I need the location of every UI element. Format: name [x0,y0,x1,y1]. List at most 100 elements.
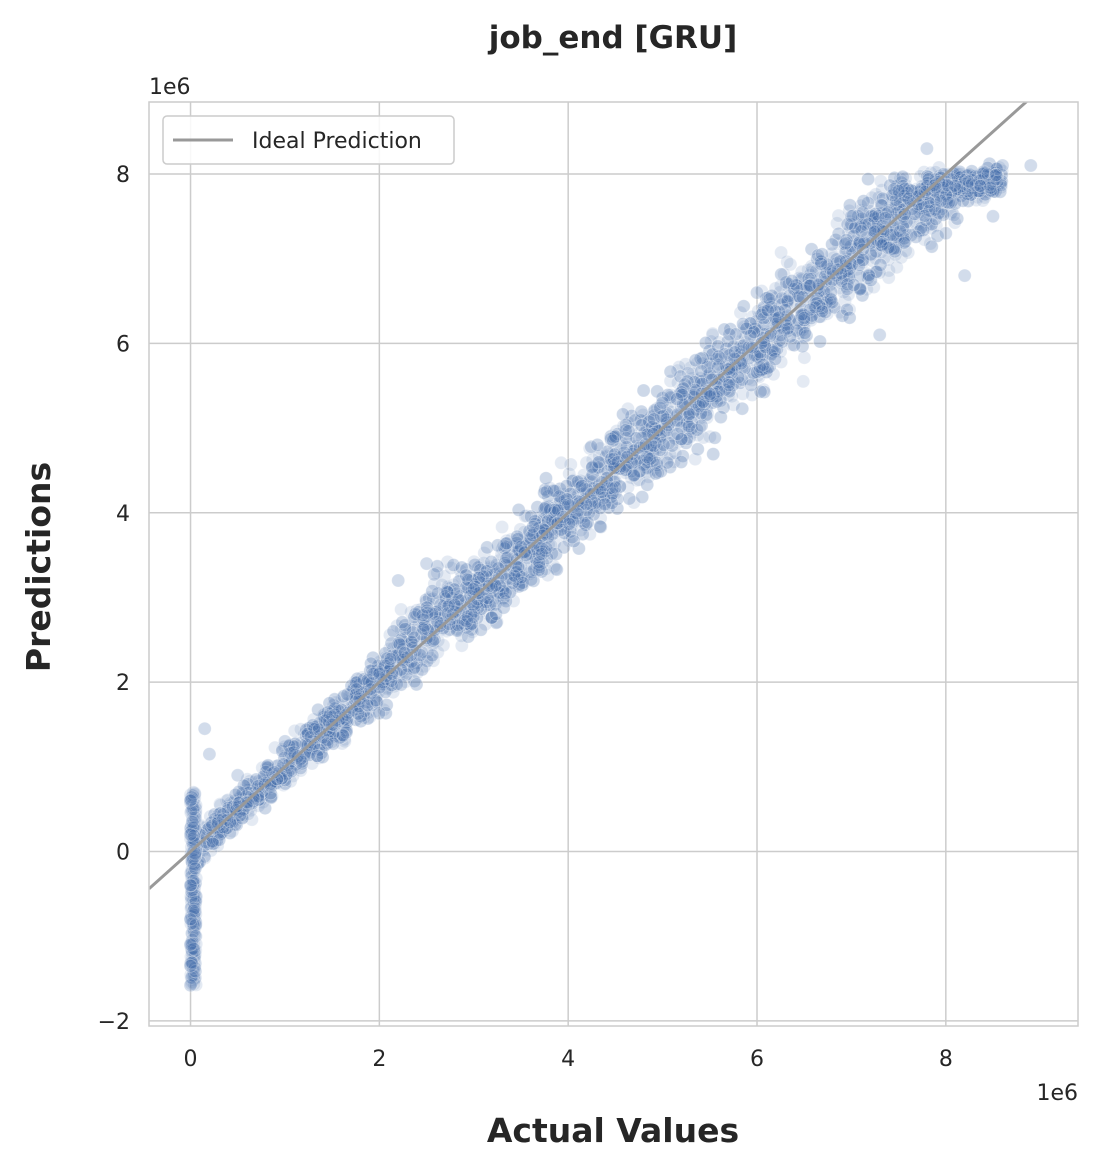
scatter-point [764,342,779,357]
scatter-point [895,182,909,197]
scatter-point [440,585,455,599]
scatter-point [419,600,434,615]
scatter-point [214,813,229,828]
scatter-point [741,371,756,386]
scatter-point [619,427,634,442]
scatter-point [971,184,985,198]
scatter-point [421,592,436,606]
scatter-point [326,705,341,720]
scatter-point [970,190,985,205]
scatter-point [874,245,889,259]
scatter-point [804,259,819,274]
scatter-point [843,220,858,235]
scatter-point [666,428,680,443]
legend: Ideal Prediction [162,115,455,165]
scatter-point [752,309,766,324]
scatter-point [582,474,597,489]
scatter-point [725,389,739,404]
scatter-point [599,488,613,502]
scatter-point [579,518,594,532]
scatter-point [190,854,205,869]
scatter-point [444,561,459,575]
scatter-point [986,183,1001,198]
scatter-point [288,736,303,750]
scatter-point [745,388,760,402]
scatter-point [269,776,284,791]
scatter-point [346,681,361,696]
scatter-point [836,285,851,300]
scatter-point [814,309,828,324]
scatter-point [670,363,685,378]
scatter-point [622,491,637,506]
scatter-point [598,450,613,465]
scatter-point [741,361,756,376]
scatter-point [311,751,326,765]
scatter-point [338,722,353,737]
scatter-point [794,271,809,286]
scatter-point [373,654,388,669]
scatter-point [929,218,944,233]
scatter-point [693,407,707,422]
scatter-point [842,310,857,325]
scatter-point [382,642,397,656]
scatter-point [738,330,753,345]
scatter-point [773,285,787,300]
scatter-point [962,167,976,182]
scatter-point [786,278,801,293]
scatter-point [953,178,968,193]
scatter-point [838,293,852,308]
scatter-point [206,836,221,851]
scatter-point [713,372,728,387]
scatter-point [934,183,949,198]
scatter-point [425,625,440,639]
scatter-point [706,447,721,462]
scatter-point [393,622,408,637]
scatter-point [592,496,607,511]
scatter-point [608,446,623,461]
scatter-point [868,187,883,202]
scatter-point [568,479,583,494]
scatter-point [893,191,908,206]
scatter-point [660,455,675,470]
scatter-point [865,254,880,268]
scatter-point [487,594,502,608]
scatter-point [557,487,572,502]
scatter-point [943,206,958,221]
scatter-point [516,570,530,585]
scatter-point [337,732,352,747]
scatter-point [893,224,907,239]
scatter-point [640,477,655,492]
scatter-point [743,316,758,331]
scatter-point [226,796,240,811]
scatter-point [842,203,857,218]
scatter-point [949,177,963,192]
x-axis-label: Actual Values [487,1111,739,1150]
scatter-point [893,171,908,186]
scatter-point [188,852,203,867]
scatter-point [495,541,510,556]
scatter-point [483,559,498,574]
scatter-point [978,178,993,193]
scatter-point [383,652,398,666]
scatter-point [618,465,633,480]
scatter-point [410,650,425,665]
scatter-point [694,418,709,433]
scatter-point [930,184,944,199]
scatter-point [798,310,813,325]
scatter-point [759,346,773,361]
scatter-point [663,374,678,388]
scatter-point [593,511,608,526]
scatter-point [922,217,936,232]
scatter-point [744,378,758,393]
scatter-point [278,771,293,785]
scatter-point [653,398,668,413]
scatter-point [842,214,857,229]
scatter-point [441,580,456,595]
scatter-point [323,729,338,744]
scatter-point [923,236,938,251]
scatter-point [213,797,227,811]
scatter-point [288,759,303,774]
scatter-point [814,256,829,271]
scatter-point [449,619,463,633]
scatter-point [477,595,492,609]
